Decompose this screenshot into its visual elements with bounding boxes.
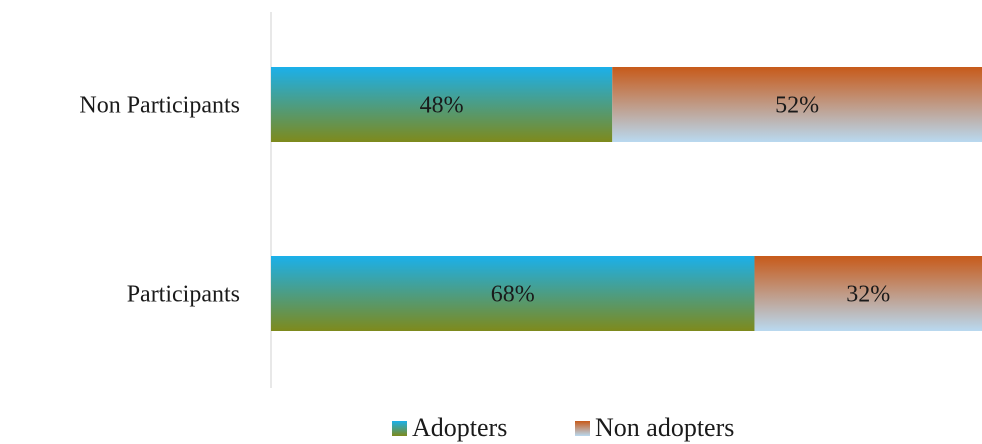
category-label: Non Participants (79, 93, 240, 119)
data-label: 52% (775, 93, 819, 119)
bar-non-adopters-non-participants (612, 67, 982, 142)
data-label: 48% (420, 93, 464, 119)
legend-swatch (575, 421, 590, 436)
category-labels: Non Participants Participants (79, 93, 240, 308)
bar-adopters-non-participants (271, 67, 613, 142)
data-label: 68% (491, 282, 535, 308)
category-label: Participants (127, 282, 240, 308)
legend-label: Non adopters (595, 413, 734, 442)
legend-label: Adopters (412, 413, 507, 442)
bars-group: 48% 52% 68% 32% (271, 67, 982, 331)
legend: Adopters Non adopters (392, 413, 734, 442)
bar-non-adopters-participants (754, 256, 982, 331)
bar-adopters-participants (271, 256, 755, 331)
legend-swatch (392, 421, 407, 436)
data-label: 32% (846, 282, 890, 308)
